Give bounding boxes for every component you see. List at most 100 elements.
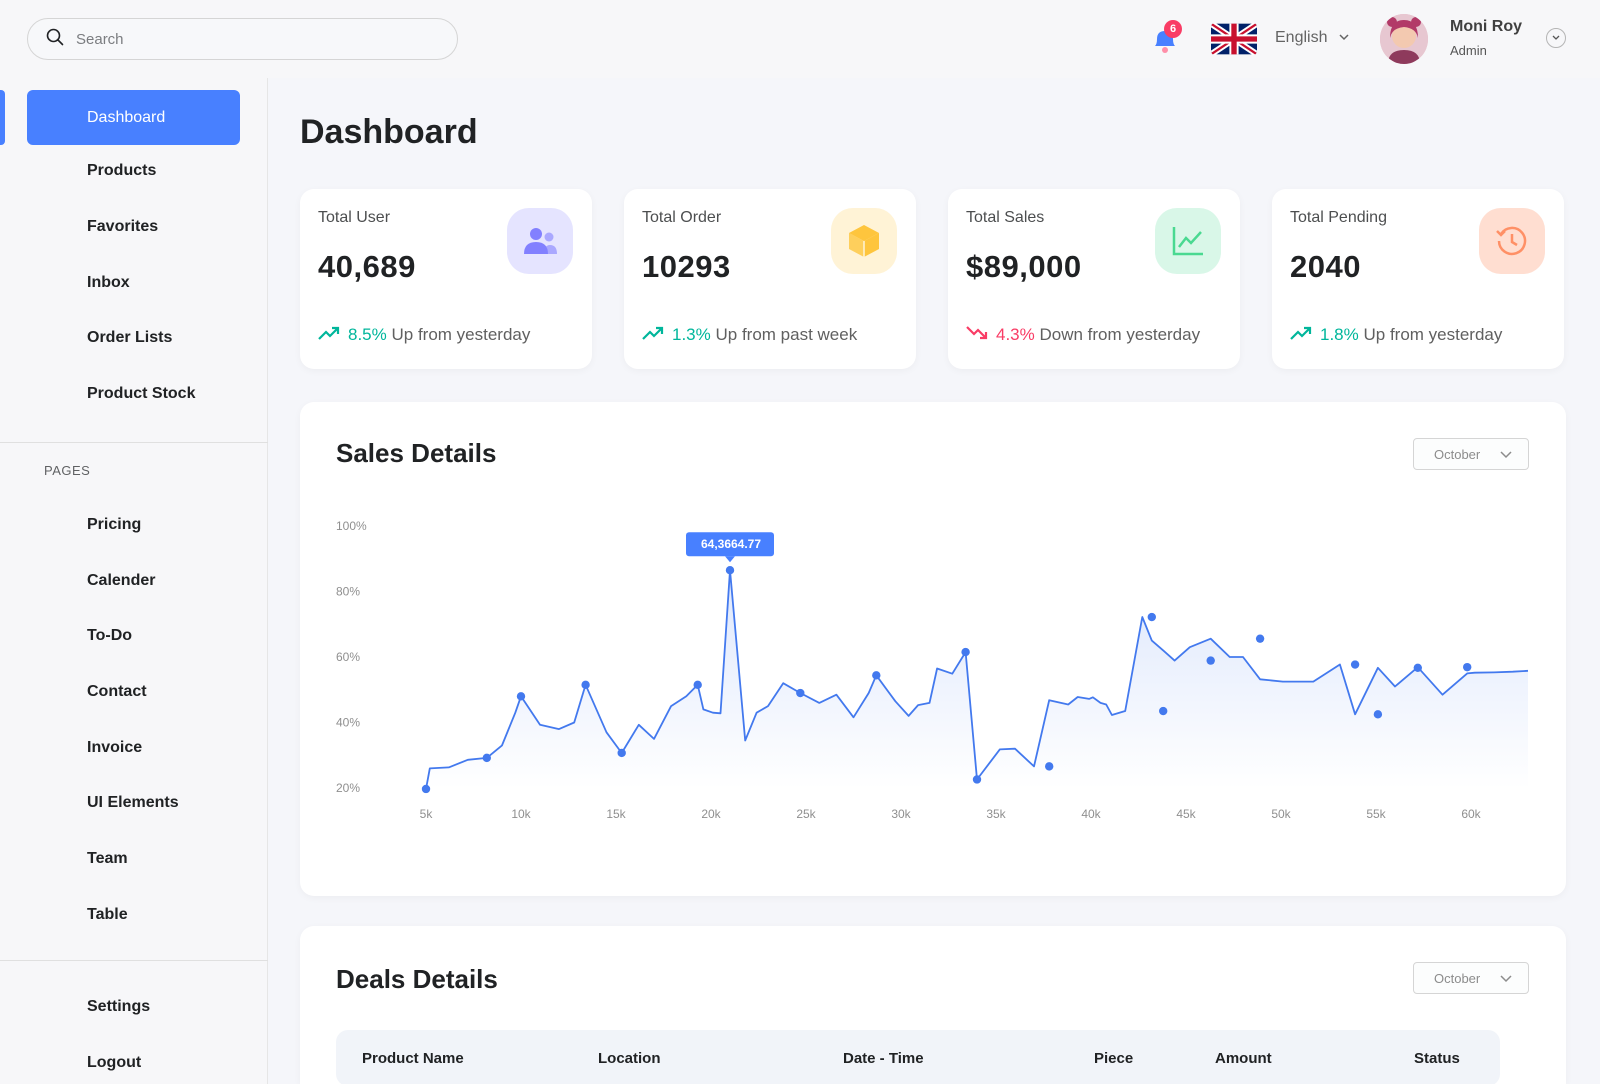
search-box[interactable] [27, 18, 458, 60]
box-icon [831, 208, 897, 274]
stat-value: 2040 [1290, 249, 1361, 284]
data-point [725, 566, 735, 575]
data-point [972, 775, 982, 784]
uk-flag-icon[interactable] [1211, 23, 1257, 55]
stat-card-total-pending: Total Pending 2040 1.8% Up from yesterda… [1272, 189, 1564, 369]
search-input[interactable] [76, 30, 436, 48]
data-point [516, 692, 526, 701]
stat-value: 10293 [642, 249, 731, 284]
sidebar-item-todo[interactable]: To-Do [87, 627, 133, 644]
data-point [1206, 656, 1215, 665]
y-tick-label: 20% [336, 781, 360, 795]
column-header-location[interactable]: Location [598, 1050, 661, 1067]
stat-trend: 8.5% Up from yesterday [318, 325, 530, 345]
sidebar-item-logout[interactable]: Logout [87, 1054, 142, 1071]
chevron-down-icon [1500, 447, 1512, 462]
sidebar-item-table[interactable]: Table [87, 906, 128, 923]
stat-value: 40,689 [318, 249, 416, 284]
x-tick-label: 25k [796, 807, 816, 821]
language-label[interactable]: English [1275, 29, 1328, 46]
sidebar-item-dashboard[interactable]: Dashboard [27, 90, 240, 145]
tooltip-arrow [725, 556, 735, 563]
avatar[interactable] [1380, 14, 1428, 64]
page-title: Dashboard [300, 113, 478, 151]
column-header-piece[interactable]: Piece [1094, 1050, 1134, 1067]
column-header-product-name[interactable]: Product Name [362, 1050, 464, 1067]
y-tick-label: 60% [336, 650, 360, 664]
tooltip-box [686, 532, 774, 557]
data-point [1159, 706, 1168, 716]
notification-badge: 6 [1164, 20, 1182, 38]
sales-chart[interactable]: 20% 40% 60% 80% 100% 5k 10k 15k 20k 25k 30k 35k 40k 4… [300, 402, 1566, 896]
data-point [961, 647, 970, 657]
x-tick-label: 35k [986, 807, 1006, 821]
sidebar-item-label: Dashboard [87, 108, 166, 126]
sidebar-item-favorites[interactable]: Favorites [87, 218, 159, 235]
stat-label: Total User [318, 209, 391, 226]
sidebar-item-calender[interactable]: Calender [87, 572, 156, 589]
top-bar: 6 English Moni Roy Admin [0, 0, 1600, 78]
panel-title: Sales Details [336, 438, 497, 468]
month-select-value: October [1434, 446, 1481, 462]
sidebar-item-order-lists[interactable]: Order Lists [87, 329, 173, 346]
sidebar-item-team[interactable]: Team [87, 850, 128, 867]
column-header-amount[interactable]: Amount [1215, 1050, 1272, 1067]
x-tick-label: 20k [701, 807, 721, 821]
stat-change: 4.3% [996, 325, 1035, 344]
section-label-pages: PAGES [44, 463, 91, 478]
data-point [796, 688, 805, 698]
stat-change-text: Up from yesterday [1363, 325, 1503, 344]
sidebar-item-settings[interactable]: Settings [87, 998, 151, 1015]
month-select-value: October [1434, 970, 1481, 986]
data-point [421, 784, 431, 794]
user-menu-button[interactable] [1546, 28, 1566, 48]
stat-label: Total Order [642, 209, 722, 226]
x-tick-label: 40k [1081, 807, 1101, 821]
stat-card-total-sales: Total Sales $89,000 4.3% Down from yeste… [948, 189, 1240, 369]
data-point [1147, 612, 1156, 622]
line-chart-icon [1155, 208, 1221, 274]
x-tick-label: 45k [1176, 807, 1196, 821]
x-tick-label: 10k [511, 807, 531, 821]
chevron-down-icon [1500, 971, 1512, 986]
area-fill [426, 570, 1528, 789]
sidebar-item-products[interactable]: Products [87, 162, 157, 179]
stat-card-total-user: Total User 40,689 8.5% Up from yesterday [300, 189, 592, 369]
y-tick-label: 80% [336, 585, 360, 599]
sales-details-panel: Sales Details October 20% 40% 60% 80% 100% 5k… [300, 402, 1566, 896]
month-select[interactable]: October [1413, 438, 1529, 470]
data-point [1045, 762, 1054, 771]
chevron-down-icon[interactable] [1338, 30, 1350, 48]
month-select[interactable]: October [1413, 962, 1529, 994]
sidebar-item-pricing[interactable]: Pricing [87, 516, 142, 533]
stat-trend: 4.3% Down from yesterday [966, 325, 1200, 345]
chevron-down-icon [1551, 29, 1561, 47]
deals-details-panel: Deals Details October Product Name Locat… [300, 926, 1566, 1084]
data-point [617, 748, 626, 758]
sidebar-item-invoice[interactable]: Invoice [87, 739, 143, 756]
users-icon [507, 208, 573, 274]
stat-value: $89,000 [966, 249, 1082, 284]
sidebar-item-contact[interactable]: Contact [87, 683, 147, 700]
x-tick-label: 60k [1461, 807, 1481, 821]
data-point [872, 671, 881, 680]
sidebar-item-ui-elements[interactable]: UI Elements [87, 794, 179, 811]
stat-label: Total Pending [1290, 209, 1387, 226]
column-header-status[interactable]: Status [1414, 1050, 1460, 1067]
data-point [1413, 663, 1423, 673]
user-role: Admin [1450, 43, 1487, 58]
stat-label: Total Sales [966, 209, 1045, 226]
user-name: Moni Roy [1450, 18, 1522, 35]
stat-change: 8.5% [348, 325, 387, 344]
column-header-date-time[interactable]: Date - Time [843, 1050, 924, 1067]
sidebar-divider [0, 442, 268, 443]
data-point [1255, 634, 1265, 643]
stat-change-text: Up from past week [715, 325, 858, 344]
sidebar: Dashboard Products Favorites Inbox Order… [0, 78, 268, 1084]
sidebar-item-product-stock[interactable]: Product Stock [87, 385, 196, 402]
sidebar-divider [0, 960, 268, 961]
stat-change: 1.3% [672, 325, 711, 344]
trend-up-icon [642, 325, 664, 345]
sidebar-item-inbox[interactable]: Inbox [87, 274, 130, 291]
x-tick-label: 50k [1271, 807, 1291, 821]
